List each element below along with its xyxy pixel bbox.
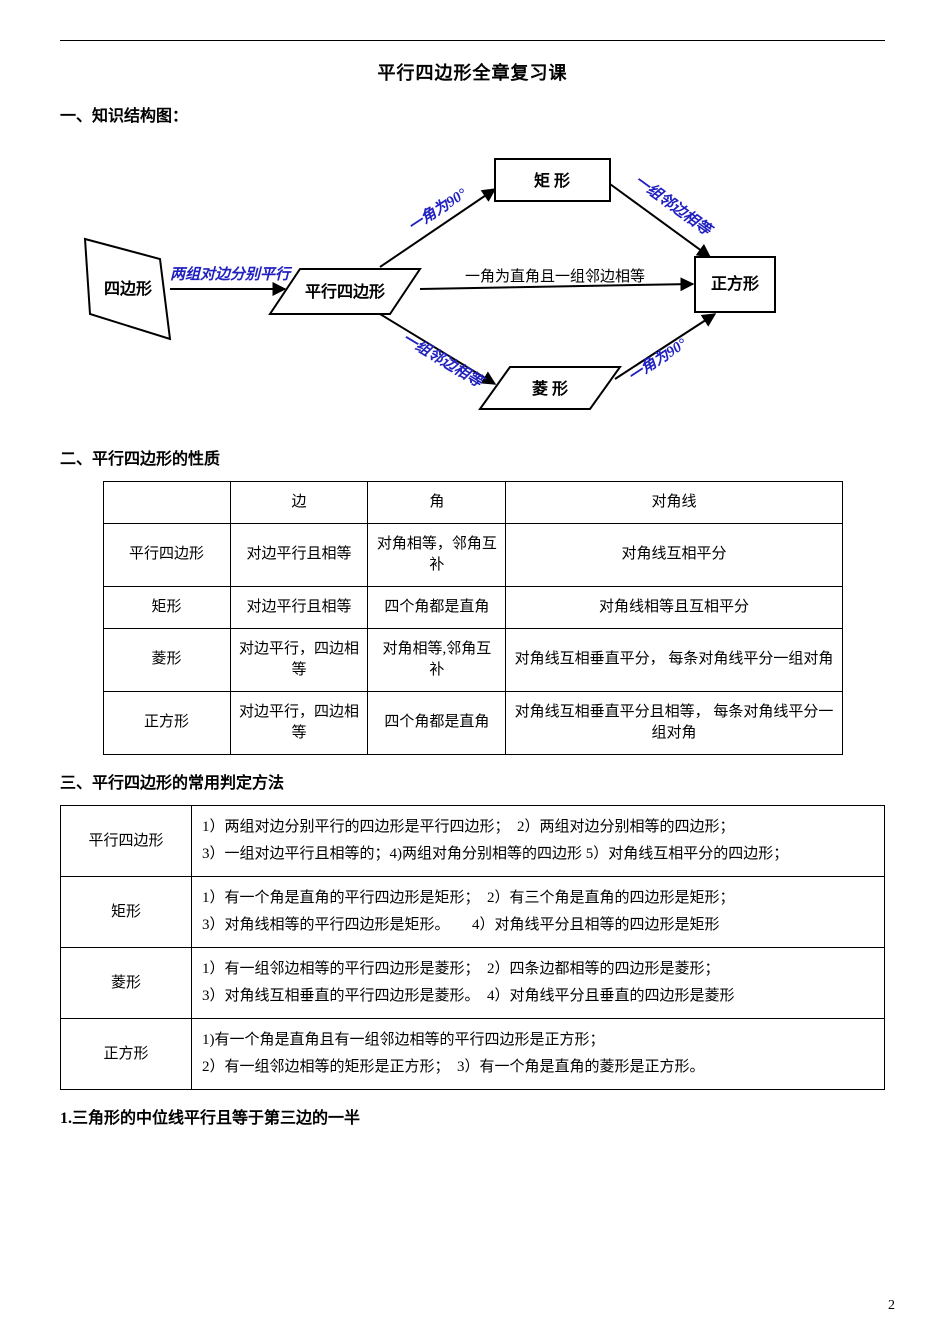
cell: 对边平行且相等 — [230, 523, 368, 586]
edge-label-4: 一角为直角且一组邻边相等 — [465, 267, 645, 285]
table-header-row: 边 角 对角线 — [103, 481, 842, 523]
table-row: 正方形 对边平行，四边相等 四个角都是直角 对角线互相垂直平分且相等， 每条对角… — [103, 691, 842, 754]
cell: 对角线相等且互相平分 — [506, 586, 842, 628]
cell-text: 1）有一组邻边相等的平行四边形是菱形； 2）四条边都相等的四边形是菱形； 3）对… — [192, 948, 885, 1019]
cell: 对角线互相垂直平分且相等， 每条对角线平分一组对角 — [506, 691, 842, 754]
cell: 正方形 — [103, 691, 230, 754]
table-row: 矩形 对边平行且相等 四个角都是直角 对角线相等且互相平分 — [103, 586, 842, 628]
cell-text: 1)有一个角是直角且有一组邻边相等的平行四边形是正方形； 2）有一组邻边相等的矩… — [192, 1019, 885, 1090]
th-blank — [103, 481, 230, 523]
properties-table: 边 角 对角线 平行四边形 对边平行且相等 对角相等，邻角互补 对角线互相平分 … — [103, 481, 843, 755]
edge-label-3: 一组邻边相等 — [399, 328, 488, 391]
node-rectangle-label: 矩 形 — [534, 171, 570, 190]
table-row: 菱形 对边平行，四边相等 对角相等,邻角互补 对角线互相垂直平分， 每条对角线平… — [103, 628, 842, 691]
cell-name: 平行四边形 — [61, 806, 192, 877]
table-row: 平行四边形 1）两组对边分别平行的四边形是平行四边形； 2）两组对边分别相等的四… — [61, 806, 885, 877]
page-title: 平行四边形全章复习课 — [60, 61, 885, 86]
node-rhombus-label: 菱 形 — [532, 379, 568, 398]
table-row: 菱形 1）有一组邻边相等的平行四边形是菱形； 2）四条边都相等的四边形是菱形； … — [61, 948, 885, 1019]
cell: 平行四边形 — [103, 523, 230, 586]
node-square-label: 正方形 — [711, 274, 759, 293]
cell: 四个角都是直角 — [368, 586, 506, 628]
table-row: 矩形 1）有一个角是直角的平行四边形是矩形； 2）有三个角是直角的四边形是矩形；… — [61, 877, 885, 948]
top-rule — [60, 40, 885, 41]
cell: 菱形 — [103, 628, 230, 691]
table-row: 平行四边形 对边平行且相等 对角相等，邻角互补 对角线互相平分 — [103, 523, 842, 586]
table-row: 正方形 1)有一个角是直角且有一组邻边相等的平行四边形是正方形； 2）有一组邻边… — [61, 1019, 885, 1090]
cell-name: 矩形 — [61, 877, 192, 948]
th-angle: 角 — [368, 481, 506, 523]
footnote-line: 1.三角形的中位线平行且等于第三边的一半 — [60, 1108, 885, 1130]
edge-label-1: 两组对边分别平行 — [170, 266, 293, 283]
cell: 对角相等,邻角互补 — [368, 628, 506, 691]
cell: 矩形 — [103, 586, 230, 628]
th-edge: 边 — [230, 481, 368, 523]
cell: 对角线互相垂直平分， 每条对角线平分一组对角 — [506, 628, 842, 691]
th-diag: 对角线 — [506, 481, 842, 523]
cell-text: 1）有一个角是直角的平行四边形是矩形； 2）有三个角是直角的四边形是矩形； 3）… — [192, 877, 885, 948]
page-number: 2 — [888, 1296, 895, 1316]
cell-text: 1）两组对边分别平行的四边形是平行四边形； 2）两组对边分别相等的四边形； 3）… — [192, 806, 885, 877]
section3-heading: 三、平行四边形的常用判定方法 — [60, 773, 885, 795]
node-quadrilateral-label: 四边形 — [104, 279, 152, 298]
cell: 对边平行，四边相等 — [230, 628, 368, 691]
cell: 对角相等，邻角互补 — [368, 523, 506, 586]
cell: 对边平行，四边相等 — [230, 691, 368, 754]
knowledge-structure-diagram: 四边形 平行四边形 矩 形 菱 形 正方形 两组对边分别平行 一角为90° 一组… — [80, 139, 885, 429]
edge-label-6: 一角为90° — [625, 335, 690, 385]
cell: 对角线互相平分 — [506, 523, 842, 586]
section2-heading: 二、平行四边形的性质 — [60, 449, 885, 471]
node-parallelogram-label: 平行四边形 — [305, 282, 385, 301]
cell: 四个角都是直角 — [368, 691, 506, 754]
cell-name: 菱形 — [61, 948, 192, 1019]
methods-table: 平行四边形 1）两组对边分别平行的四边形是平行四边形； 2）两组对边分别相等的四… — [60, 805, 885, 1090]
section1-heading: 一、知识结构图： — [60, 106, 885, 128]
cell: 对边平行且相等 — [230, 586, 368, 628]
cell-name: 正方形 — [61, 1019, 192, 1090]
